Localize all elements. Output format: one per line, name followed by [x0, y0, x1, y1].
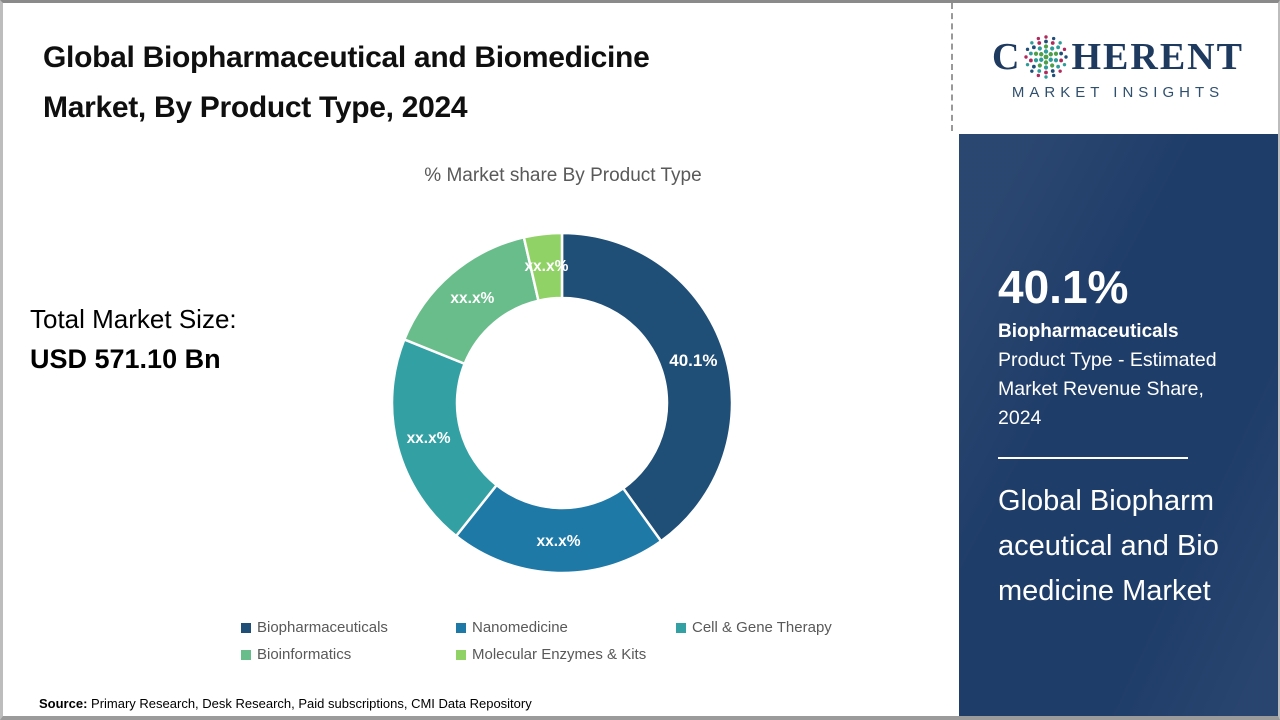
- legend-swatch: [676, 622, 686, 633]
- globe-dot: [1044, 59, 1049, 65]
- donut-label: xx.x%: [450, 290, 494, 307]
- stat-description: Product Type - Estimated Market Revenue …: [998, 348, 1217, 429]
- legend-item: Cell & Gene Therapy: [676, 619, 911, 636]
- globe-dot: [1039, 57, 1044, 62]
- donut-segment: [390, 338, 498, 538]
- globe-dot: [1044, 34, 1049, 39]
- donut-segment: [454, 483, 663, 575]
- donut-label: xx.x%: [407, 430, 451, 447]
- globe-dot: [1039, 51, 1044, 56]
- legend-swatch: [456, 649, 466, 660]
- stat-category: Biopharmaceuticals: [998, 320, 1179, 342]
- donut-label: xx.x%: [537, 533, 581, 550]
- globe-dot: [1044, 74, 1049, 79]
- globe-dot: [1058, 40, 1063, 45]
- legend-label: Cell & Gene Therapy: [692, 619, 832, 636]
- globe-dot: [1044, 64, 1049, 70]
- globe-dot: [1032, 44, 1037, 49]
- globe-dot: [1056, 44, 1061, 49]
- globe-dot: [1037, 68, 1042, 73]
- legend-label: Nanomedicine: [472, 619, 568, 636]
- legend-label: Bioinformatics: [257, 646, 352, 663]
- globe-dot: [1038, 62, 1043, 68]
- globe-dot: [1044, 70, 1049, 74]
- legend-swatch: [241, 649, 251, 660]
- globe-dot: [1059, 58, 1064, 62]
- source-line: Source: Primary Research, Desk Research,…: [39, 696, 532, 711]
- donut-chart-container: 40.1% xx.x% xx.x% xx.x% xx.x%: [382, 223, 742, 583]
- legend-label: Biopharmaceuticals: [257, 619, 388, 636]
- globe-dot: [1044, 48, 1049, 54]
- chart-subtitle: % Market share By Product Type: [424, 165, 702, 186]
- globe-dot: [1030, 40, 1035, 45]
- legend-item: Biopharmaceuticals: [241, 619, 456, 636]
- globe-dot: [1026, 47, 1030, 51]
- donut-segment: [560, 231, 734, 543]
- globe-dot: [1063, 47, 1067, 51]
- globe-dot: [1051, 40, 1056, 45]
- stat-value: 40.1%: [998, 261, 1129, 313]
- donut-label: 40.1%: [669, 351, 717, 370]
- donut-label: xx.x%: [524, 258, 568, 275]
- globe-dot: [1058, 68, 1063, 73]
- globe-dot: [1044, 54, 1049, 59]
- globe-dot: [1029, 58, 1034, 62]
- globe-dot: [1050, 45, 1055, 51]
- globe-dot: [1029, 51, 1034, 55]
- source-text: Primary Research, Desk Research, Paid su…: [87, 696, 532, 711]
- coherent-globe-icon: [1024, 34, 1069, 79]
- globe-dot: [1044, 39, 1049, 43]
- globe-dot: [1054, 51, 1059, 56]
- globe-dot: [1034, 57, 1039, 62]
- globe-dot: [1024, 54, 1029, 59]
- legend-swatch: [456, 622, 466, 633]
- globe-dot: [1052, 36, 1056, 40]
- globe-dot: [1037, 40, 1042, 45]
- page-title: Global Biopharmaceutical and Biomedicine…: [43, 41, 650, 125]
- legend-item: Molecular Enzymes & Kits: [456, 646, 676, 663]
- globe-dot: [1049, 51, 1054, 56]
- stat-divider: [998, 456, 1188, 459]
- logo-text-suffix: HERENT: [1071, 35, 1244, 78]
- globe-dot: [1052, 73, 1056, 77]
- sidebar-panel: 40.1% Biopharmaceuticals Product Type - …: [959, 134, 1278, 716]
- globe-dot: [1032, 64, 1037, 69]
- globe-dot: [1049, 57, 1054, 62]
- logo-text-prefix: C: [992, 35, 1022, 78]
- total-market-size-label: Total Market Size:: [30, 304, 237, 334]
- globe-dot: [1051, 68, 1056, 73]
- total-market-size: Total Market Size: USD 571.10 Bn: [30, 304, 237, 375]
- globe-dot: [1064, 54, 1069, 59]
- total-market-size-value: USD 571.10 Bn: [30, 344, 221, 374]
- legend-swatch: [241, 622, 251, 633]
- globe-dot: [1050, 62, 1055, 68]
- globe-dot: [1063, 62, 1067, 66]
- legend-item: Bioinformatics: [241, 646, 456, 663]
- globe-dot: [1054, 57, 1059, 62]
- legend-label: Molecular Enzymes & Kits: [472, 646, 647, 663]
- globe-dot: [1026, 62, 1030, 66]
- legend-item: Nanomedicine: [456, 619, 676, 636]
- source-label: Source:: [39, 696, 88, 711]
- globe-dot: [1037, 73, 1041, 77]
- globe-dot: [1030, 68, 1035, 73]
- logo-box: C HERENT MARKET INSIGHTS: [951, 3, 1278, 131]
- globe-dot: [1034, 51, 1039, 56]
- chart-legend: Biopharmaceuticals Nanomedicine Cell & Gen…: [241, 619, 911, 663]
- globe-dot: [1037, 36, 1041, 40]
- donut-chart: 40.1% xx.x% xx.x% xx.x% xx.x%: [390, 231, 734, 575]
- coherent-logo: C HERENT: [992, 34, 1244, 80]
- globe-dot: [1044, 43, 1049, 49]
- donut-segment: [522, 231, 564, 302]
- globe-dot: [1056, 64, 1061, 69]
- globe-dot: [1038, 45, 1043, 51]
- sidebar-market-name: Global Biopharmaceutical and Biomedicine…: [998, 484, 1219, 607]
- logo-tagline: MARKET INSIGHTS: [1011, 83, 1225, 101]
- globe-dot: [1059, 51, 1064, 55]
